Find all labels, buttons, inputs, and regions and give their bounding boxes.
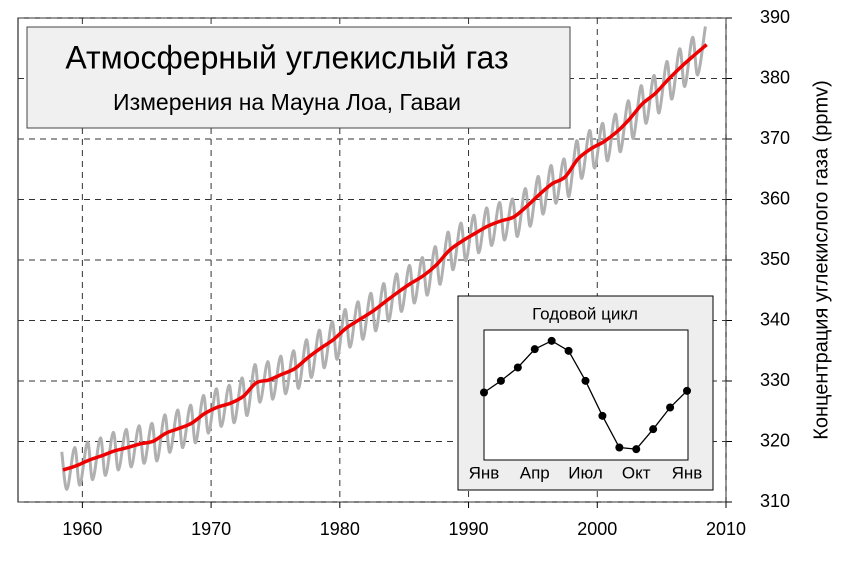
inset-title: Годовой цикл (532, 304, 638, 323)
inset: Янв Апр Июл Окт Янв (469, 336, 703, 482)
inset-x-label: Июл (568, 463, 603, 482)
y-tick-label: 360 (760, 188, 790, 208)
y-tick-label: 330 (760, 370, 790, 390)
lines (60, 26, 708, 491)
y-tick-label: 310 (760, 491, 790, 511)
inset-point (666, 403, 675, 412)
inset-point (496, 376, 505, 385)
inset-plot (483, 329, 689, 461)
inset-point (564, 346, 573, 355)
y-tick-label: 340 (760, 309, 790, 329)
inset-point (547, 336, 556, 345)
chart-subtitle: Измерения на Мауна Лоа, Гаваи (113, 89, 461, 115)
inset-x-label: Янв (672, 463, 703, 482)
inset-x-label: Окт (622, 463, 651, 482)
series-line (60, 26, 707, 491)
inset-point (598, 411, 607, 420)
inset-x-label: Янв (469, 463, 500, 482)
x-tick-label: 2010 (706, 519, 746, 539)
x-tick-label: 1980 (320, 519, 360, 539)
title-box (26, 26, 571, 129)
inset-point (530, 345, 539, 354)
x-tick-label: 1990 (449, 519, 489, 539)
x-tick-label: 1970 (191, 519, 231, 539)
series-line (62, 43, 708, 472)
inset-point (513, 363, 522, 372)
x-tick-label: 1960 (62, 519, 102, 539)
y-axis-label: Концентрация углекислого газа (ppmv) (810, 80, 832, 440)
y-tick-label: 380 (760, 67, 790, 87)
y-tick-label: 320 (760, 430, 790, 450)
x-tick-label: 2000 (577, 519, 617, 539)
inset-point (649, 425, 658, 434)
y-tick-label: 370 (760, 128, 790, 148)
inset-point (683, 386, 691, 395)
inset-x-label: Апр (520, 463, 550, 482)
inset-point (632, 445, 641, 454)
chart-title: Атмосферный углекислый газ (65, 39, 508, 75)
inset-point (581, 376, 590, 385)
inset-point (615, 443, 624, 452)
inset-point (480, 388, 488, 397)
y-tick-label: 390 (760, 7, 790, 27)
y-tick-label: 350 (760, 249, 790, 269)
